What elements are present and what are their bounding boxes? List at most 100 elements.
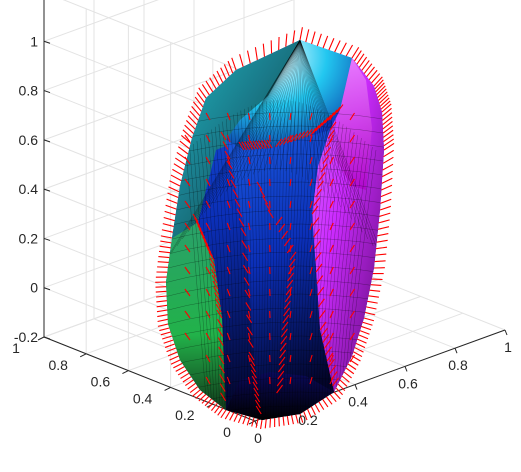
y-tick-label: 0 xyxy=(223,424,231,440)
normal-arrow xyxy=(247,134,251,143)
normal-arrow xyxy=(345,367,355,375)
normal-arrow xyxy=(295,414,299,424)
normal-arrow xyxy=(377,226,390,230)
mesh-edge xyxy=(166,195,384,215)
tick-labels: 00.20.40.60.8100.20.40.60.81-0.200.20.40… xyxy=(12,33,512,446)
normal-arrow xyxy=(175,157,186,166)
normal-arrow xyxy=(157,323,169,327)
mesh-edge xyxy=(214,40,301,202)
mesh-edge xyxy=(308,112,326,412)
mesh-edge xyxy=(265,101,269,416)
mesh-edge xyxy=(166,167,384,187)
mesh-edge xyxy=(263,40,301,172)
normal-arrow xyxy=(162,223,174,227)
normal-arrow xyxy=(220,409,227,419)
normal-arrow xyxy=(275,216,283,226)
mesh-edge xyxy=(200,138,217,403)
z-tick-label: 0.8 xyxy=(19,83,39,99)
normal-arrow xyxy=(303,411,308,421)
normal-arrow xyxy=(249,140,256,150)
normal-arrow xyxy=(322,35,329,49)
mesh-edge xyxy=(253,40,301,175)
x-tick-label: 0 xyxy=(254,430,262,446)
normal-arrow xyxy=(287,265,295,275)
normal-arrow xyxy=(318,119,326,129)
normal-arrow xyxy=(368,69,378,81)
normal-arrow xyxy=(222,141,229,150)
normal-arrow xyxy=(181,135,192,144)
z-tick-label: 0 xyxy=(30,280,38,296)
normal-arrow xyxy=(224,410,231,420)
normal-arrow xyxy=(379,212,391,217)
normal-arrow xyxy=(163,339,174,344)
normal-arrow xyxy=(339,42,347,55)
normal-arrow xyxy=(361,60,370,71)
normal-arrow xyxy=(245,302,252,311)
normal-arrow xyxy=(205,354,211,363)
normal-arrow xyxy=(254,47,258,61)
normal-arrow xyxy=(325,346,333,356)
normal-arrow xyxy=(243,277,250,286)
normal-arrow xyxy=(226,134,231,143)
normal-arrow xyxy=(326,352,334,362)
normal-arrow xyxy=(242,415,247,425)
normal-arrow xyxy=(258,140,265,149)
normal-arrow xyxy=(159,245,171,249)
y-tick-mark xyxy=(164,386,171,391)
normal-arrow xyxy=(380,191,392,198)
normal-arrow xyxy=(363,317,375,322)
mesh-edge xyxy=(335,138,362,403)
normal-arrow xyxy=(322,334,330,343)
mesh-edge xyxy=(324,126,347,407)
normal-arrow xyxy=(324,114,332,124)
normal-arrow xyxy=(289,178,292,187)
normal-arrow xyxy=(218,346,225,356)
normal-arrow xyxy=(358,56,368,68)
normal-arrow xyxy=(214,298,221,307)
normal-arrow xyxy=(349,288,355,297)
normal-arrow xyxy=(184,332,191,341)
normal-arrow xyxy=(282,136,290,145)
normal-arrow xyxy=(226,310,231,319)
normal-arrow xyxy=(379,205,392,211)
normal-arrow xyxy=(333,391,341,400)
normal-arrow xyxy=(317,286,325,296)
z-tick-mark xyxy=(43,336,51,340)
mesh-edge xyxy=(299,40,374,246)
y-tick-mark xyxy=(122,370,129,375)
normal-arrow xyxy=(157,318,168,323)
normal-arrow xyxy=(226,160,233,170)
normal-arrow xyxy=(218,364,225,374)
y-tick-label: 0.4 xyxy=(133,390,153,406)
normal-arrow xyxy=(312,217,320,226)
normal-arrow xyxy=(349,354,355,363)
normal-arrow xyxy=(315,122,323,132)
normal-arrow xyxy=(298,131,306,140)
normal-arrow xyxy=(226,200,231,209)
mesh-edge xyxy=(299,40,384,261)
normal-arrow xyxy=(380,100,391,110)
normal-arrow xyxy=(187,115,198,126)
normal-arrow xyxy=(156,300,167,303)
normal-arrow xyxy=(349,266,355,275)
normal-arrow xyxy=(195,221,202,230)
normal-arrow xyxy=(251,417,255,427)
normal-arrow xyxy=(167,192,179,199)
normal-arrow xyxy=(313,228,321,238)
normal-arrow xyxy=(264,419,267,429)
normal-arrow xyxy=(158,256,170,259)
normal-arrow xyxy=(368,295,379,298)
normal-arrow xyxy=(247,339,254,348)
normal-arrow xyxy=(349,178,355,187)
normal-arrow xyxy=(226,156,231,165)
mesh-edge xyxy=(196,140,215,402)
y-tick-mark xyxy=(248,420,256,425)
normal-arrow xyxy=(282,314,290,324)
normal-arrow xyxy=(247,178,251,187)
normal-arrow xyxy=(192,101,202,112)
normal-arrow xyxy=(289,266,292,275)
normal-arrow xyxy=(333,106,341,116)
mesh-edge xyxy=(233,114,243,411)
normal-arrow xyxy=(187,382,196,390)
mesh-edge xyxy=(274,40,301,171)
